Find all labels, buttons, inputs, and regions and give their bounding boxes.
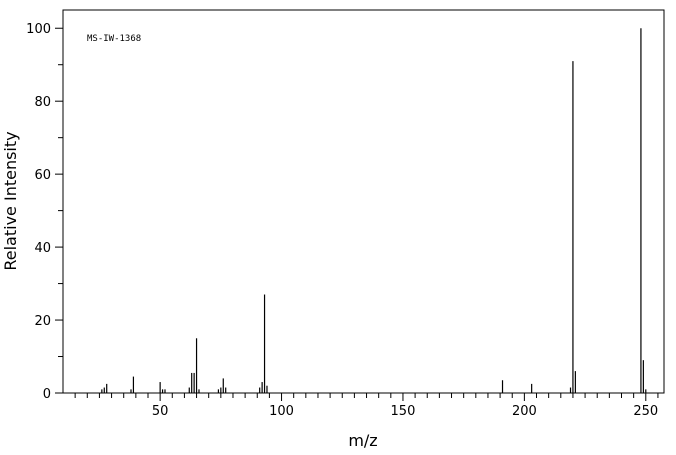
y-tick-label: 100 <box>26 22 51 37</box>
y-tick-label: 20 <box>34 314 51 329</box>
y-tick-label: 60 <box>34 168 51 183</box>
x-tick-label: 250 <box>633 404 658 419</box>
y-axis-label: Relative Intensity <box>1 131 20 270</box>
x-tick-label: 100 <box>269 404 294 419</box>
y-tick-label: 0 <box>43 387 51 402</box>
x-tick-label: 50 <box>152 404 169 419</box>
y-tick-label: 80 <box>34 95 51 110</box>
y-tick-label: 40 <box>34 241 51 256</box>
x-axis-label: m/z <box>348 431 377 450</box>
plot-frame <box>62 9 665 394</box>
x-tick-label: 200 <box>512 404 537 419</box>
annotation: MS-IW-1368 <box>87 34 141 44</box>
x-tick-label: 150 <box>391 404 416 419</box>
